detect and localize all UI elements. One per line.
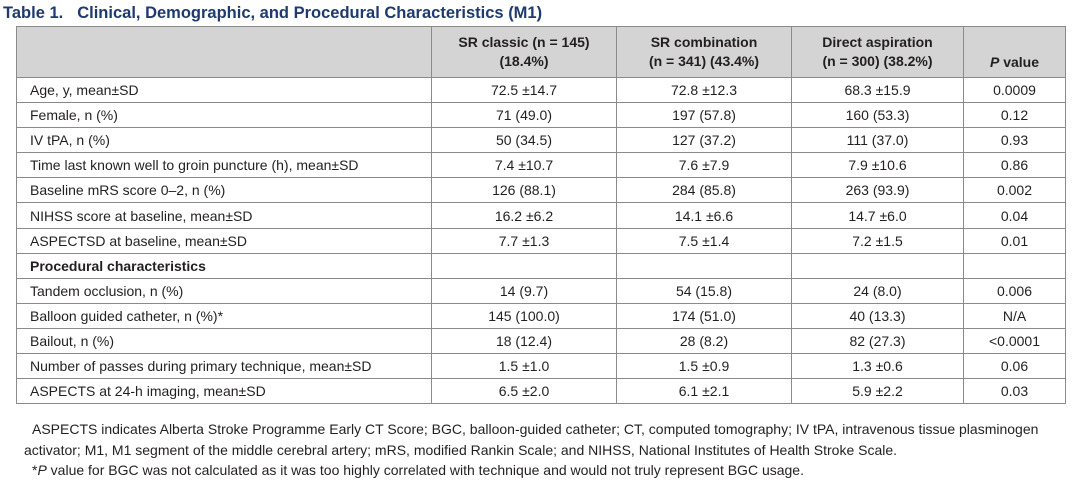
cell-sr-combination: 72.8 ±12.3	[616, 76, 792, 104]
cell-sr-combination: 127 (37.2)	[616, 127, 792, 154]
cell-sr-classic: 7.4 ±10.7	[431, 152, 617, 179]
cell-direct-aspiration: 82 (27.3)	[791, 327, 964, 355]
cell-p-value: 0.002	[963, 177, 1066, 204]
characteristics-table: SR classic (n = 145) (18.4%) SR combinati…	[16, 26, 1066, 405]
table-row: NIHSS score at baseline, mean±SD 16.2 ±6.…	[16, 202, 1066, 229]
header-sr-combination: SR combination (n = 341) (43.4%)	[616, 26, 792, 78]
cell-direct-aspiration: 111 (37.0)	[791, 127, 964, 154]
table-header-row: SR classic (n = 145) (18.4%) SR combinati…	[16, 26, 1066, 78]
table-notes: ASPECTS indicates Alberta Stroke Program…	[24, 419, 1074, 481]
cell-sr-combination: 6.1 ±2.1	[616, 378, 792, 405]
cell-sr-combination: 174 (51.0)	[616, 302, 792, 329]
cell-sr-combination: 1.5 ±0.9	[616, 353, 792, 380]
cell-sr-classic: 126 (88.1)	[431, 177, 617, 204]
row-label: IV tPA, n (%)	[16, 127, 432, 154]
cell-p-value: 0.03	[963, 378, 1066, 405]
header-p-value: P value	[963, 26, 1066, 78]
cell-sr-combination: 284 (85.8)	[616, 177, 792, 204]
cell-direct-aspiration: 1.3 ±0.6	[791, 353, 964, 380]
row-label: Time last known well to groin puncture (…	[16, 152, 432, 179]
cell-sr-classic: 1.5 ±1.0	[431, 353, 617, 380]
row-label: Balloon guided catheter, n (%)*	[16, 302, 432, 329]
table-title: Clinical, Demographic, and Procedural Ch…	[77, 4, 543, 22]
cell-sr-classic: 71 (49.0)	[431, 102, 617, 129]
table-row: Time last known well to groin puncture (…	[16, 152, 1066, 179]
table-row: Baseline mRS score 0–2, n (%) 126 (88.1) 2…	[16, 177, 1066, 204]
cell-sr-classic: 6.5 ±2.0	[431, 378, 617, 405]
header-sr-classic: SR classic (n = 145) (18.4%)	[431, 26, 617, 78]
cell-p-value: 0.04	[963, 202, 1066, 229]
cell-sr-combination: 197 (57.8)	[616, 102, 792, 129]
row-label: ASPECTS at 24-h imaging, mean±SD	[16, 378, 432, 405]
cell-sr-classic: 50 (34.5)	[431, 127, 617, 154]
cell-p-value: 0.86	[963, 152, 1066, 179]
cell-sr-combination: 14.1 ±6.6	[616, 202, 792, 229]
cell-sr-combination: 7.5 ±1.4	[616, 227, 792, 254]
row-label: Tandem occlusion, n (%)	[16, 277, 432, 304]
cell-p-value: 0.0009	[963, 76, 1066, 104]
section-empty-cell	[963, 252, 1066, 279]
cell-p-value: 0.006	[963, 277, 1066, 304]
table-caption: Table 1. Clinical, Demographic, and Proce…	[3, 2, 542, 24]
cell-p-value: <0.0001	[963, 327, 1066, 355]
cell-direct-aspiration: 7.9 ±10.6	[791, 152, 964, 179]
cell-sr-combination: 7.6 ±7.9	[616, 152, 792, 179]
cell-p-value: 0.12	[963, 102, 1066, 129]
header-empty	[16, 26, 432, 78]
section-empty-cell	[616, 252, 792, 279]
row-label: NIHSS score at baseline, mean±SD	[16, 202, 432, 229]
table-row: Bailout, n (%) 18 (12.4) 28 (8.2) 82 (27.3)…	[16, 327, 1066, 355]
row-label: ASPECTSD at baseline, mean±SD	[16, 227, 432, 254]
cell-sr-classic: 7.7 ±1.3	[431, 227, 617, 254]
section-empty-cell	[431, 252, 617, 279]
row-label: Age, y, mean±SD	[16, 76, 432, 104]
cell-direct-aspiration: 68.3 ±15.9	[791, 76, 964, 104]
cell-direct-aspiration: 160 (53.3)	[791, 102, 964, 129]
table-row: Female, n (%) 71 (49.0) 197 (57.8) 160 (53.…	[16, 102, 1066, 129]
cell-p-value: N/A	[963, 302, 1066, 329]
cell-sr-combination: 54 (15.8)	[616, 277, 792, 304]
cell-direct-aspiration: 24 (8.0)	[791, 277, 964, 304]
row-label: Female, n (%)	[16, 102, 432, 129]
cell-direct-aspiration: 263 (93.9)	[791, 177, 964, 204]
cell-direct-aspiration: 14.7 ±6.0	[791, 202, 964, 229]
table-row: Balloon guided catheter, n (%)* 145 (100.…	[16, 302, 1066, 329]
cell-sr-combination: 28 (8.2)	[616, 327, 792, 355]
cell-p-value: 0.93	[963, 127, 1066, 154]
cell-direct-aspiration: 5.9 ±2.2	[791, 378, 964, 405]
table-row: ASPECTSD at baseline, mean±SD 7.7 ±1.3 7.5…	[16, 227, 1066, 254]
table-row: IV tPA, n (%) 50 (34.5) 127 (37.2) 111 (37.…	[16, 127, 1066, 154]
table-row: ASPECTS at 24-h imaging, mean±SD 6.5 ±2.0…	[16, 378, 1066, 405]
table-row: Tandem occlusion, n (%) 14 (9.7) 54 (15.8)…	[16, 277, 1066, 304]
cell-p-value: 0.01	[963, 227, 1066, 254]
cell-sr-classic: 72.5 ±14.7	[431, 76, 617, 104]
header-direct-aspiration: Direct aspiration (n = 300) (38.2%)	[791, 26, 964, 78]
cell-sr-classic: 16.2 ±6.2	[431, 202, 617, 229]
table-number: Table 1.	[3, 4, 64, 22]
cell-sr-classic: 145 (100.0)	[431, 302, 617, 329]
cell-p-value: 0.06	[963, 353, 1066, 380]
cell-direct-aspiration: 40 (13.3)	[791, 302, 964, 329]
cell-direct-aspiration: 7.2 ±1.5	[791, 227, 964, 254]
section-title: Procedural characteristics	[16, 252, 432, 279]
footnote: *P value for BGC was not calculated as i…	[32, 462, 804, 478]
row-label: Number of passes during primary techniqu…	[16, 353, 432, 380]
cell-sr-classic: 18 (12.4)	[431, 327, 617, 355]
table-row: Age, y, mean±SD 72.5 ±14.7 72.8 ±12.3 68.3 …	[16, 76, 1066, 104]
abbreviations-note: ASPECTS indicates Alberta Stroke Program…	[24, 421, 1039, 458]
section-row: Procedural characteristics	[16, 252, 1066, 279]
row-label: Baseline mRS score 0–2, n (%)	[16, 177, 432, 204]
cell-sr-classic: 14 (9.7)	[431, 277, 617, 304]
row-label: Bailout, n (%)	[16, 327, 432, 355]
table-row: Number of passes during primary techniqu…	[16, 353, 1066, 380]
section-empty-cell	[791, 252, 964, 279]
